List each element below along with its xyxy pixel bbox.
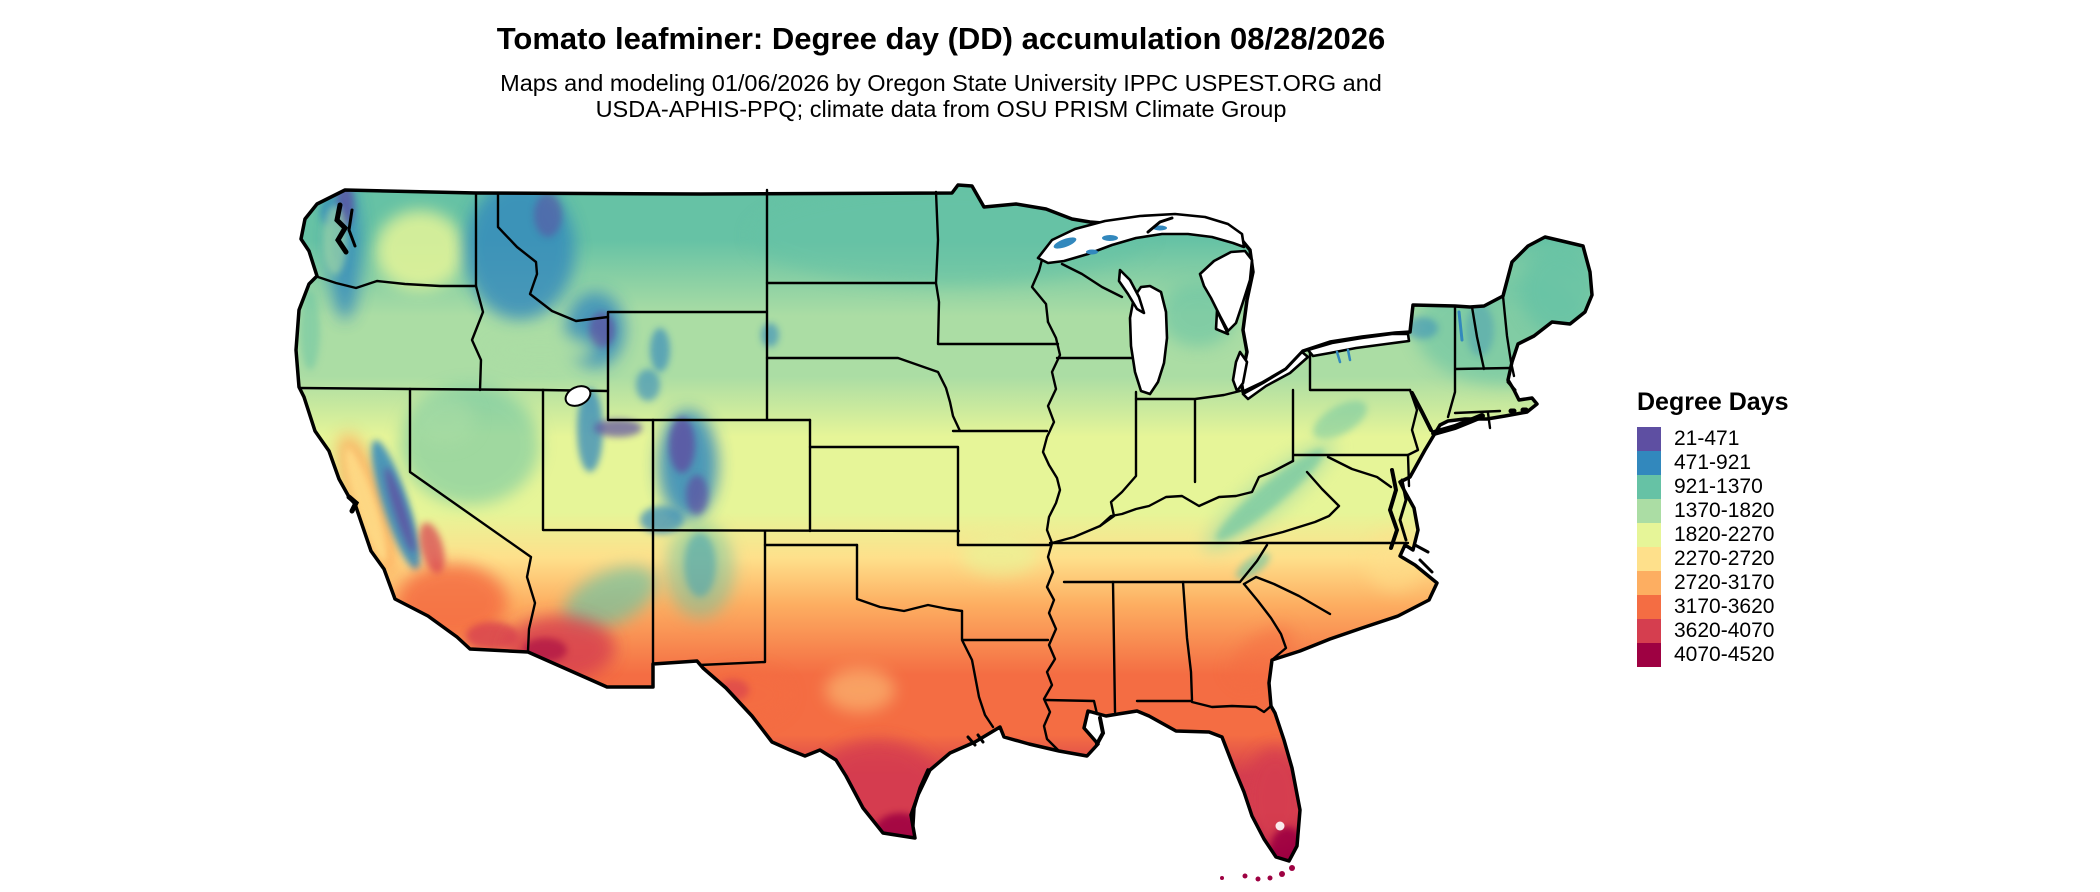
legend-swatch [1637,571,1661,595]
lake-st-clair [1231,350,1249,393]
chesapeake-bay [1387,468,1400,550]
lake-huron [1198,249,1254,333]
figure-subtitle: Maps and modeling 01/06/2026 by Oregon S… [0,70,1882,122]
legend-item: 2270-2720 [1637,547,1788,571]
legend-swatch [1637,451,1661,475]
legend-swatch [1637,619,1661,643]
florida-keys [1220,865,1295,882]
puget-sound [334,202,349,255]
legend-label: 3620-4070 [1674,619,1775,642]
lake-ontario [1306,332,1411,358]
keweenaw-peninsula [1146,216,1174,234]
legend-swatch [1637,595,1661,619]
legend-item: 4070-4520 [1637,643,1788,667]
legend-label: 921-1370 [1674,475,1763,498]
legend-item: 471-921 [1637,451,1788,475]
legend-swatch [1637,499,1661,523]
map-raster-fill [296,185,1592,861]
legend-swatch [1637,523,1661,547]
saginaw-bay [1214,309,1230,336]
legend-label: 2270-2720 [1674,547,1775,570]
hudson-river [1410,391,1433,432]
finger-lakes [1335,348,1352,364]
legend-label: 21-471 [1674,427,1740,450]
mobile-bay [1095,716,1106,746]
legend-label: 3170-3620 [1674,595,1775,618]
legend-label: 1820-2270 [1674,523,1775,546]
lake-superior-ice-specks [1053,225,1167,255]
legend-swatch [1637,475,1661,499]
page-title: Tomato leafminer: Degree day (DD) accumu… [496,21,1386,56]
legend-swatch [1637,427,1661,451]
boston-harbor [1506,380,1517,392]
coastal-water-details [334,202,1529,827]
chesapeake-bay-2 [1398,478,1408,542]
green-bay [1117,268,1146,315]
long-island [1431,413,1485,436]
legend-title: Degree Days [1637,388,1789,416]
great-salt-lake [564,385,592,407]
legend-swatch [1637,547,1661,571]
legend-items: 21-471 471-921 921-1370 1370-1820 1820-2270 2… [1637,427,1788,667]
legend-item: 3170-3620 [1637,595,1788,619]
marthas-vineyard [1508,407,1529,414]
legend-item: 2720-3170 [1637,571,1788,595]
legend-item: 1820-2270 [1637,523,1788,547]
legend-label: 1370-1820 [1674,499,1775,522]
legend-item: 1370-1820 [1637,499,1788,523]
laguna-madre [911,768,930,827]
legend-label: 2720-3170 [1674,571,1775,594]
san-francisco-bay [346,494,360,514]
legend: Degree Days 21-471 471-921 921-1370 1370-18… [1637,388,1788,667]
pamlico-sound [1413,543,1434,574]
lake-champlain [1457,310,1464,342]
subtitle-line-2: USDA-APHIS-PPQ; climate data from OSU PR… [595,96,1287,122]
state-borders [297,188,1516,752]
legend-swatch [1637,643,1661,667]
subtitle-line-1: Maps and modeling 01/06/2026 by Oregon S… [500,70,1382,96]
legend-item: 921-1370 [1637,475,1788,499]
lake-okeechobee [1275,821,1285,831]
puget-sound-2 [347,208,357,248]
galveston-bay [966,733,985,747]
legend-item: 21-471 [1637,427,1788,451]
legend-item: 3620-4070 [1637,619,1788,643]
legend-label: 4070-4520 [1674,643,1775,666]
lake-erie [1241,350,1310,401]
legend-label: 471-921 [1674,451,1752,474]
